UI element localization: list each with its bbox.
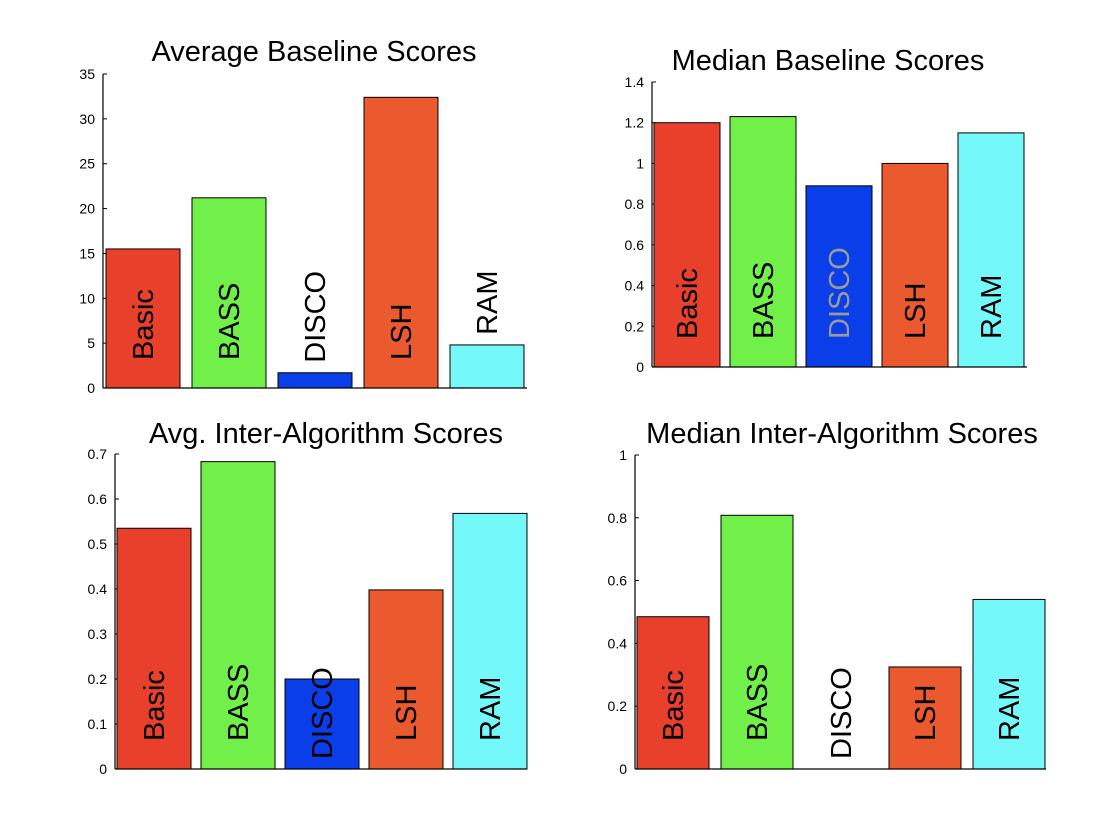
chart-panel-1: Average Baseline Scores 0 5 10 15 20 25 30 35 Bas… [79,36,527,396]
bar-disco [284,678,360,770]
bar-basic [653,122,721,368]
y-tick-label: 1.2 [625,115,645,131]
y-tick-label: 0.2 [88,671,108,687]
y-tick-label: 0.4 [608,635,628,651]
y-tick-label: 0 [87,380,95,396]
bar-label-lsh: LSH [391,685,423,741]
bar-lsh [363,96,439,389]
bar-disco [277,372,353,389]
y-tick-label: 1 [619,447,627,463]
y-tick-label: 30 [79,111,95,127]
bar-lsh [881,162,949,368]
bar-label-lsh: LSH [900,283,932,339]
bar-label-basic: Basic [658,670,690,741]
bar-label-ram: RAM [976,275,1008,339]
bar-label-bass: BASS [214,283,246,360]
y-tick-label: 0.2 [608,698,628,714]
bar-disco [805,185,873,368]
chart-title: Average Baseline Scores [151,36,476,68]
bar-basic [105,248,181,389]
y-tick-label: 5 [87,335,95,351]
bar-label-bass: BASS [748,262,780,339]
chart-panel-3: Avg. Inter-Algorithm Scores 0 0.1 0.2 0.3 0.4… [88,418,528,777]
y-tick-label: 0.5 [88,536,108,552]
bar-label-basic: Basic [128,289,160,360]
y-tick-label: 0.1 [88,716,108,732]
y-tick-label: 0 [636,359,644,375]
bar-label-lsh: LSH [910,685,942,741]
bar-lsh [888,666,962,770]
bar-lsh [368,589,444,770]
chart-title: Median Inter-Algorithm Scores [646,418,1038,450]
y-tick-label: 0.2 [625,318,645,334]
bar-bass [729,116,797,368]
chart-title: Median Baseline Scores [672,45,985,77]
bar-ram [449,344,525,389]
bar-label-disco: DISCO [300,271,332,363]
bar-label-basic: Basic [139,670,171,741]
y-tick-label: 35 [79,66,95,82]
y-tick-label: 0 [619,761,627,777]
bar-label-lsh: LSH [386,304,418,360]
bar-label-ram: RAM [475,677,507,741]
y-tick-label: 0.6 [625,237,645,253]
bar-label-basic: Basic [672,268,704,339]
y-tick-label: 15 [79,245,95,261]
bar-label-ram: RAM [994,677,1026,741]
y-tick-label: 20 [79,201,95,217]
y-tick-label: 10 [79,290,95,306]
y-tick-label: 1 [636,155,644,171]
y-tick-label: 0.8 [608,510,628,526]
bar-basic [636,616,710,770]
bar-ram [957,132,1025,368]
y-tick-label: 1.4 [625,74,645,90]
bar-label-disco: DISCO [826,667,858,759]
bar-label-disco: DISCO [824,247,856,339]
y-tick-label: 0.8 [625,196,645,212]
bar-label-bass: BASS [742,664,774,741]
y-tick-label: 0.3 [88,626,108,642]
bar-bass [191,197,267,389]
bar-basic [116,527,192,770]
y-tick-label: 0 [99,761,107,777]
bar-bass [200,461,276,770]
chart-title: Avg. Inter-Algorithm Scores [149,418,503,450]
y-tick-label: 0.4 [625,278,645,294]
y-tick-label: 25 [79,156,95,172]
bar-bass [720,514,794,770]
bar-ram [972,598,1046,770]
y-tick-label: 0.6 [608,573,628,589]
bar-label-ram: RAM [472,270,504,334]
y-tick-label: 0.4 [88,581,108,597]
bar-ram [452,512,528,770]
y-tick-label: 0.6 [88,491,108,507]
chart-panel-4: Median Inter-Algorithm Scores 0 0.2 0.4 0.6 0… [608,418,1046,777]
chart-panel-2: Median Baseline Scores 0 0.2 0.4 0.6 0.8 1 1.2 1… [625,45,1027,375]
bar-label-bass: BASS [223,664,255,741]
bar-label-disco: DISCO [307,667,339,759]
y-tick-label: 0.7 [88,446,108,462]
